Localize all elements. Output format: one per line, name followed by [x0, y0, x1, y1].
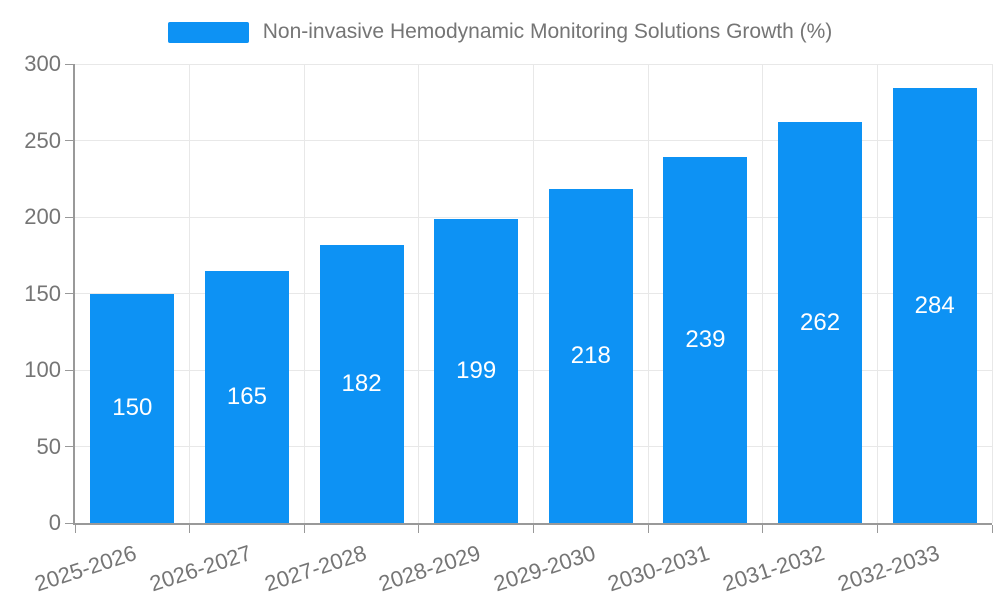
y-tick-label: 0 — [48, 510, 61, 535]
y-tick-mark — [65, 446, 73, 447]
bar-value-label: 239 — [685, 326, 726, 354]
legend-swatch — [167, 21, 249, 43]
gridline-vertical — [418, 64, 420, 523]
y-tick-mark — [65, 140, 73, 141]
bar-value-label: 262 — [800, 308, 841, 336]
x-tick-label: 2030-2031 — [605, 540, 713, 597]
y-tick-label: 250 — [24, 127, 61, 153]
y-tick-label: 300 — [24, 51, 61, 76]
x-tick-mark — [418, 525, 420, 533]
x-tick-label: 2028-2029 — [375, 540, 484, 597]
y-tick-label: 150 — [24, 280, 61, 306]
bar-value-label: 165 — [226, 382, 267, 410]
x-tick-mark — [74, 525, 76, 533]
gridline-vertical — [762, 64, 764, 523]
x-tick-mark — [991, 525, 993, 533]
bar-value-label: 218 — [570, 342, 611, 370]
gridline-vertical — [303, 64, 305, 523]
y-tick-mark — [65, 369, 73, 371]
bar-2025-2026[interactable]: 150 — [90, 293, 175, 523]
bar-2027-2028[interactable]: 182 — [319, 244, 404, 523]
bar-2030-2031[interactable]: 239 — [663, 157, 748, 523]
legend-label: Non-invasive Hemodynamic Monitoring Solu… — [262, 20, 833, 43]
x-tick-label: 2026-2027 — [146, 540, 255, 597]
x-tick-label: 2032-2033 — [834, 540, 943, 597]
y-tick-label: 100 — [24, 357, 61, 382]
x-tick-mark — [303, 525, 305, 533]
y-tick-mark — [65, 522, 73, 524]
y-tick-mark — [65, 293, 73, 294]
x-tick-mark — [647, 525, 649, 533]
bar-value-label: 284 — [914, 291, 955, 319]
x-tick-label: 2031-2032 — [719, 540, 828, 597]
gridline-vertical — [647, 64, 649, 523]
gridline-vertical — [991, 64, 993, 523]
plot-area: 0 50 100 150 200 250 300 150 2025-2026 165 2026-20… — [24, 52, 993, 596]
x-tick-label: 2025-2026 — [31, 540, 140, 597]
x-tick-label: 2029-2030 — [490, 540, 599, 597]
bar-value-label: 150 — [112, 394, 153, 422]
x-tick-mark — [189, 525, 191, 533]
x-tick-label: 2027-2028 — [261, 540, 369, 597]
bar-2028-2029[interactable]: 199 — [434, 218, 519, 523]
y-tick-label: 50 — [36, 433, 61, 459]
gridline-vertical — [189, 64, 191, 523]
x-tick-mark — [762, 525, 764, 533]
bar-2032-2033[interactable]: 284 — [892, 88, 977, 523]
y-tick-mark — [65, 63, 73, 65]
bar-value-label: 182 — [341, 369, 382, 397]
bar-2029-2030[interactable]: 218 — [548, 189, 633, 523]
bar-2031-2032[interactable]: 262 — [778, 122, 863, 523]
gridline-vertical — [533, 64, 534, 523]
x-tick-mark — [876, 525, 878, 533]
bar-value-label: 199 — [456, 356, 497, 384]
y-tick-label: 200 — [24, 204, 61, 229]
bar-2026-2027[interactable]: 165 — [204, 270, 289, 523]
legend[interactable]: Non-invasive Hemodynamic Monitoring Solu… — [0, 14, 1000, 50]
x-tick-mark — [533, 525, 534, 533]
gridline-vertical — [876, 64, 878, 523]
y-tick-mark — [65, 216, 73, 218]
